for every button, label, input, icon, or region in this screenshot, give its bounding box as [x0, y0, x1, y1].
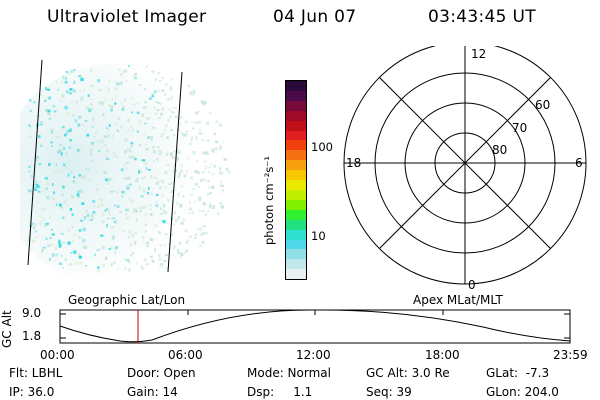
colorbar-segment: [286, 269, 306, 280]
colorbar-segment: [286, 110, 306, 121]
mlt-label-18: 18: [346, 156, 361, 170]
info-glat: GLat: -7.3: [486, 366, 550, 380]
mlt-label-6: 6: [575, 156, 583, 170]
colorbar-segment: [286, 249, 306, 260]
colorbar-segment: [286, 120, 306, 131]
lat-label-60: 60: [535, 98, 550, 112]
info-door: Door: Open: [127, 366, 196, 380]
colorbar-segment: [286, 81, 306, 91]
y-tick-low: 1.8: [22, 329, 42, 343]
colorbar-segment: [286, 140, 306, 151]
colorbar-segment: [286, 199, 306, 210]
altitude-timeline-plot: [59, 309, 571, 344]
swath-edge-left: [27, 59, 43, 266]
x-tick-1800: 18:00: [425, 348, 460, 362]
colorbar-segment: [286, 209, 306, 220]
aurora-speckles: [28, 65, 231, 273]
time-label: 03:43:45 UT: [428, 7, 536, 27]
polar-grid: 12 18 6 0 60 70 80: [343, 46, 587, 292]
earth-disk-glow: [20, 63, 230, 280]
date-label: 04 Jun 07: [273, 7, 357, 27]
colorbar-tick-10: 10: [311, 229, 326, 243]
colorbar-segment: [286, 150, 306, 161]
info-gc-alt: GC Alt: 3.0 Re: [366, 366, 450, 380]
colorbar-tick-100: 100: [311, 140, 333, 154]
colorbar-segment: [286, 160, 306, 171]
colorbar-segment: [286, 229, 306, 240]
x-tick-1200: 12:00: [296, 348, 331, 362]
colorbar-segment: [286, 170, 306, 181]
lat-label-70: 70: [512, 121, 527, 135]
x-tick-2359: 23:59: [553, 348, 588, 362]
colorbar-segment: [286, 90, 306, 101]
info-ip: IP: 36.0: [9, 385, 55, 399]
info-mode: Mode: Normal: [247, 366, 331, 380]
polar-diagonal-2: [379, 77, 551, 249]
instrument-title: Ultraviolet Imager: [47, 7, 207, 27]
y-tick-high: 9.0: [22, 306, 42, 320]
mlt-label-0: 0: [468, 278, 476, 292]
colorbar-segment: [286, 239, 306, 250]
colorbar-segment: [286, 219, 306, 230]
info-gain: Gain: 14: [127, 385, 178, 399]
colorbar-unit-label: photon cm⁻²s⁻¹: [262, 156, 276, 245]
info-glon: GLon: 204.0: [486, 385, 559, 399]
x-tick-0600: 06:00: [168, 348, 203, 362]
mlt-label-12: 12: [471, 47, 486, 61]
altitude-curve: [59, 309, 571, 343]
colorbar-segment: [286, 130, 306, 141]
aurora-image: [20, 59, 231, 280]
colorbar-segment: [286, 259, 306, 270]
swath-edge-right: [167, 71, 183, 273]
info-dsp: Dsp: 1.1: [247, 385, 313, 399]
colorbar-segment: [286, 189, 306, 200]
colorbar-segment: [286, 180, 306, 190]
colorbar-segment: [286, 100, 306, 111]
x-tick-0000: 00:00: [40, 348, 75, 362]
gc-alt-axis-title: GC Alt: [0, 310, 14, 348]
apex-label: Apex MLat/MLT: [413, 293, 503, 307]
color-scale-bar: [285, 80, 307, 280]
geographic-label: Geographic Lat/Lon: [68, 293, 186, 307]
info-seq: Seq: 39: [366, 385, 412, 399]
info-filter: Flt: LBHL: [9, 366, 63, 380]
lat-label-80: 80: [492, 143, 507, 157]
